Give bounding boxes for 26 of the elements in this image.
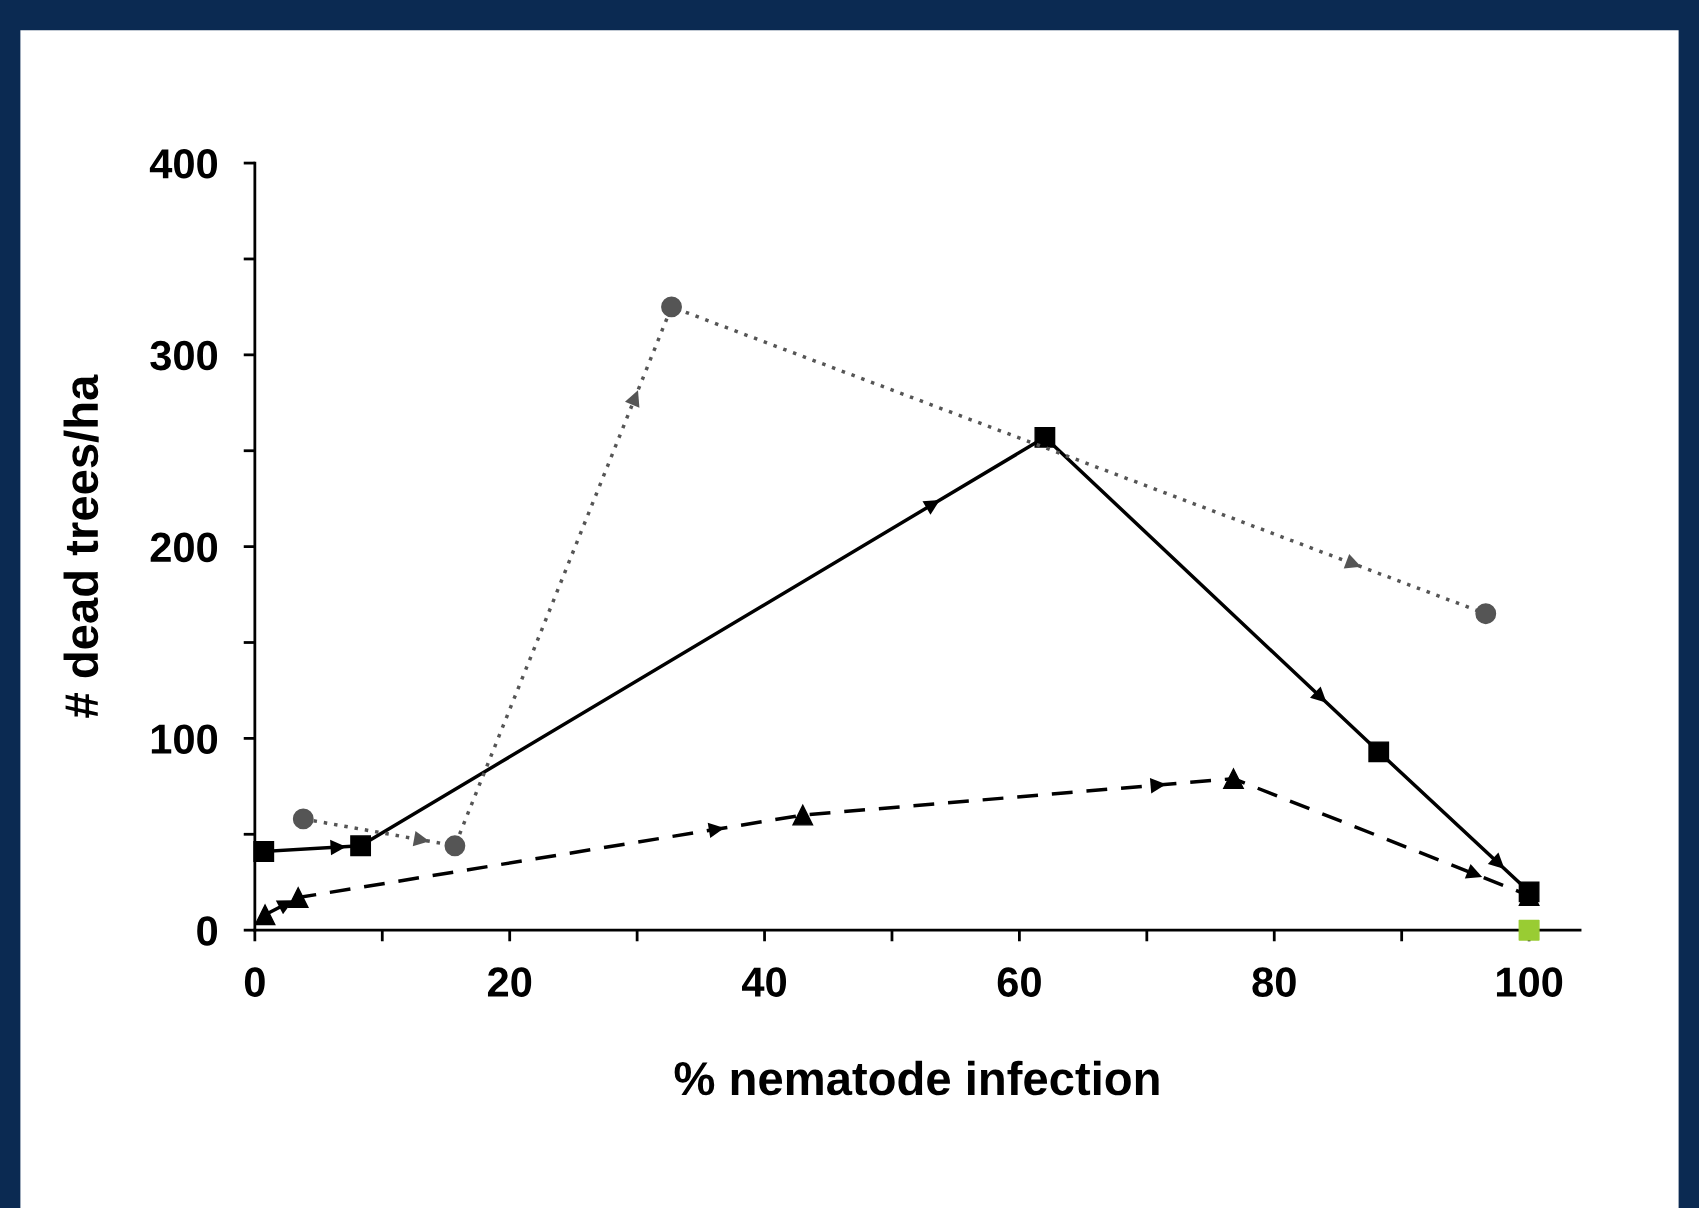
y-tick-label: 400 xyxy=(149,149,218,179)
point xyxy=(1475,603,1497,625)
point xyxy=(350,835,372,857)
x-tick-label: 20 xyxy=(487,967,532,997)
point xyxy=(292,808,314,830)
point xyxy=(1223,768,1244,790)
y-axis-title: # dead trees/ha xyxy=(63,374,99,718)
point xyxy=(792,804,814,826)
point xyxy=(661,296,682,318)
x-tick-label: 60 xyxy=(997,967,1041,997)
point xyxy=(1034,426,1056,448)
point xyxy=(254,904,276,926)
point xyxy=(253,841,275,862)
x-tick-label: 80 xyxy=(1252,967,1296,997)
y-tick-label: 0 xyxy=(197,916,218,946)
x-tick-label: 100 xyxy=(1496,967,1563,997)
x-axis-title: % nematode infection xyxy=(674,1060,1159,1096)
point xyxy=(444,835,466,857)
y-tick-label: 300 xyxy=(150,340,218,371)
point xyxy=(1518,919,1540,941)
point xyxy=(1368,741,1390,763)
y-tick-label: 200 xyxy=(150,532,218,563)
point xyxy=(287,887,309,908)
x-tick-label: 0 xyxy=(244,967,265,997)
x-tick-label: 40 xyxy=(742,967,787,997)
y-tick-label: 100 xyxy=(151,724,218,754)
